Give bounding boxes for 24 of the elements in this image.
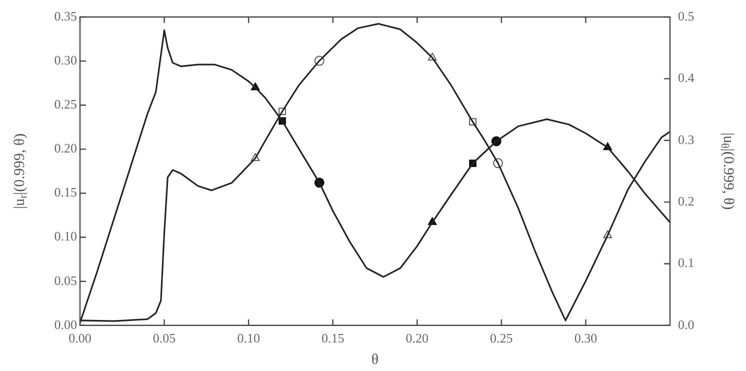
x-tick-label: 0.00 <box>68 330 92 346</box>
x-tick-label: 0.30 <box>574 330 598 346</box>
y-tick-label: 0.15 <box>54 184 77 200</box>
y-tick-label: 0.20 <box>54 140 77 156</box>
y-axis-title: |ur|(0.999, θ) <box>12 133 30 209</box>
y2-tick-label: 0.3 <box>678 132 694 147</box>
y2-tick-label: 0.4 <box>678 70 695 86</box>
y2-tick-label: 0.2 <box>678 193 694 208</box>
y-tick-label: 0.30 <box>54 52 77 68</box>
y2-tick-label: 0.5 <box>678 8 694 24</box>
y-tick-label: 0.35 <box>54 8 77 24</box>
y-tick-label: 0.10 <box>54 228 77 244</box>
x-tick-label: 0.25 <box>490 330 513 346</box>
y-tick-label: 0.00 <box>54 316 77 332</box>
y-tick-label: 0.05 <box>54 272 77 288</box>
y2-tick-label: 0.0 <box>678 316 694 332</box>
y-tick-label: 0.25 <box>54 96 77 112</box>
x-axis-title: θ <box>371 352 379 368</box>
x-tick-label: 0.15 <box>321 330 344 346</box>
x-tick-label: 0.05 <box>152 330 176 346</box>
y2-axis-title: |uθ|(0.999, θ) <box>718 132 736 210</box>
y2-tick-label: 0.1 <box>678 255 694 270</box>
x-tick-label: 0.20 <box>406 330 429 346</box>
x-tick-label: 0.10 <box>237 330 260 346</box>
